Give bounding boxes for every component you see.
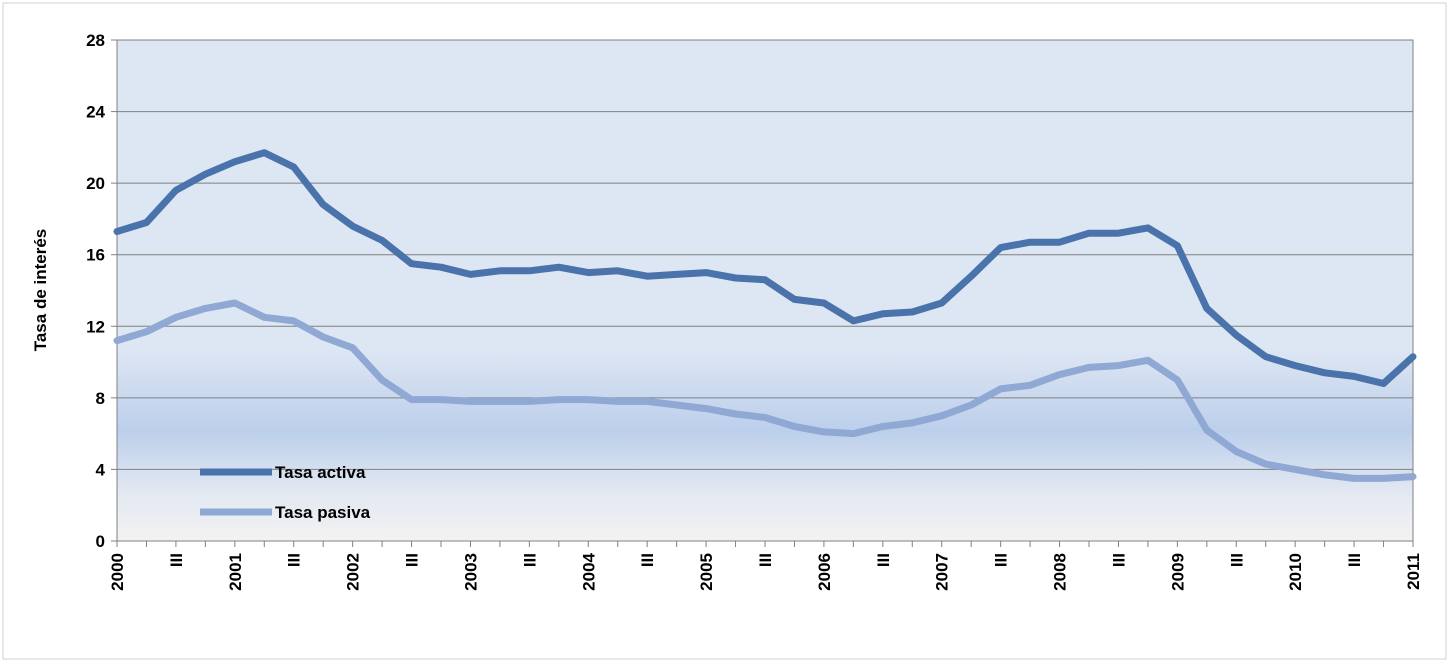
- y-tick-label: 20: [86, 174, 105, 193]
- x-tick-label: III: [874, 553, 893, 567]
- y-axis-label: Tasa de interés: [31, 229, 50, 352]
- x-tick-label: III: [992, 553, 1011, 567]
- series-line: [113, 299, 1417, 482]
- x-tick-label: 2007: [933, 553, 952, 591]
- y-tick-label: 0: [96, 532, 105, 551]
- x-tick-label: 2009: [1168, 553, 1187, 591]
- x-tick-label: III: [1227, 553, 1246, 567]
- legend-label: Tasa activa: [275, 463, 366, 482]
- x-tick-label: III: [520, 553, 539, 567]
- y-tick-label: 4: [96, 460, 106, 479]
- legend-label: Tasa pasiva: [275, 503, 371, 522]
- x-tick-label: 2010: [1286, 553, 1305, 591]
- x-tick-label: III: [1345, 553, 1364, 567]
- x-tick-label: 2008: [1051, 553, 1070, 591]
- x-tick-label: 2002: [344, 553, 363, 591]
- y-tick-label: 16: [86, 246, 105, 265]
- x-tick-label: 2003: [461, 553, 480, 591]
- y-tick-label: 8: [96, 389, 105, 408]
- x-tick-label: 2005: [697, 553, 716, 591]
- x-tick-label: 2000: [108, 553, 127, 591]
- x-tick-label: III: [167, 553, 186, 567]
- x-tick-label: III: [756, 553, 775, 567]
- x-tick-label: 2004: [579, 552, 598, 590]
- x-tick-label: 2001: [226, 553, 245, 591]
- y-tick-label: 28: [86, 31, 105, 50]
- x-tick-label: 2006: [815, 553, 834, 591]
- x-tick-label: III: [638, 553, 657, 567]
- y-tick-label: 12: [86, 317, 105, 336]
- series-line: [113, 149, 1417, 387]
- x-tick-label: III: [285, 553, 304, 567]
- y-tick-label: 24: [86, 103, 105, 122]
- x-tick-label: 2011: [1404, 553, 1423, 590]
- x-tick-label: III: [1109, 553, 1128, 567]
- x-tick-label: III: [403, 553, 422, 567]
